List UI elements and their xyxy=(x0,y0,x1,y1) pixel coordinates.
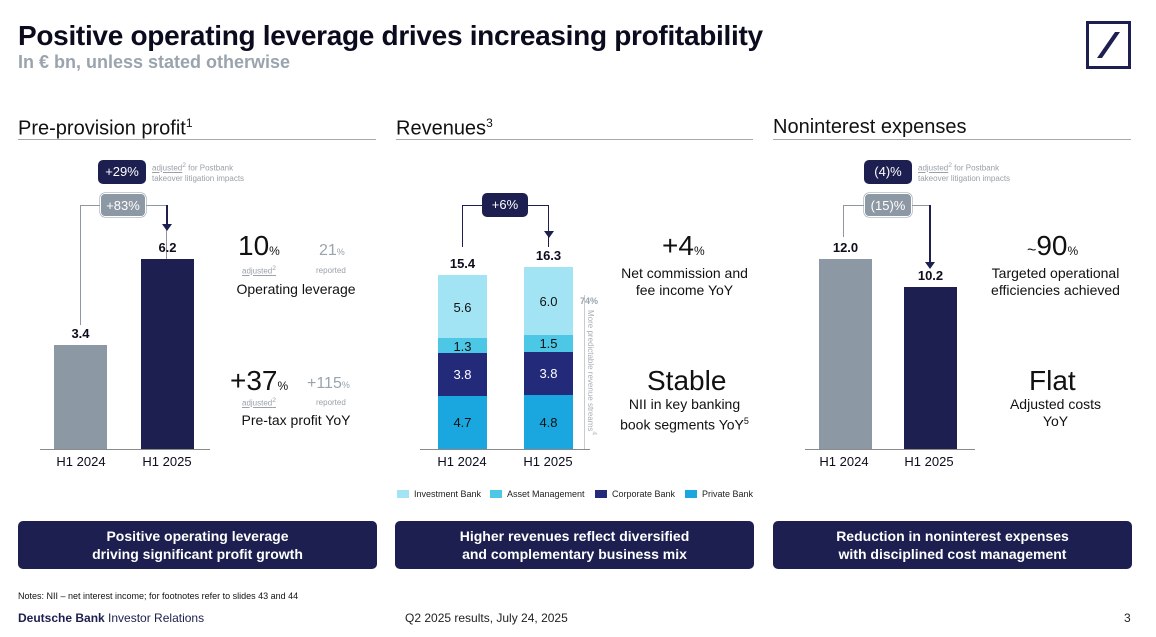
rev-axis xyxy=(420,449,590,450)
page-subtitle: In € bn, unless stated otherwise xyxy=(18,52,291,72)
page-number: 3 xyxy=(1124,611,1131,625)
rev-chart: 4.7 3.8 1.3 5.6 15.4 4.8 3.8 1.5 6.0 16.3 xyxy=(420,240,590,449)
ppp-adjusted-note: adjusted2 for Postbank takeover litigatio… xyxy=(152,162,245,183)
nie-reported-pill: (15)% xyxy=(864,193,912,217)
legend-investment-bank: Investment Bank xyxy=(397,489,481,499)
rev-seg-asset-management-h1-2024 xyxy=(438,338,487,353)
rev-rule xyxy=(396,139,753,140)
rev-seg-label-asset-management-h1-2024: 1.3 xyxy=(453,338,472,354)
nie-metric1-desc: Targeted operational efficiencies achieve… xyxy=(991,265,1120,298)
ppp-metric1-value: 10% xyxy=(238,230,280,261)
deutsche-bank-logo xyxy=(1086,21,1131,69)
ppp-arrow-line xyxy=(166,205,168,225)
nie-axis xyxy=(805,449,975,450)
ppp-summary-banner: Positive operating leverage driving signi… xyxy=(18,521,377,569)
legend-private-bank: Private Bank xyxy=(685,489,753,499)
rev-xlabel-h1-2025: H1 2025 xyxy=(523,454,573,469)
rev-metric2-value: Stable xyxy=(647,365,727,396)
nie-adjusted-pill: (4)% xyxy=(864,160,912,184)
rev-predictable-pct: 74% xyxy=(580,296,599,306)
ppp-value-label-h1-2025: 6.2 xyxy=(158,239,177,255)
rev-total-label-h1-2025: 16.3 xyxy=(535,248,562,264)
ppp-metric2-value: +37% xyxy=(230,365,289,396)
legend-swatch-investment-bank xyxy=(397,490,409,498)
nie-bar-h1-2025 xyxy=(904,287,957,449)
ppp-value-label-h1-2024: 3.4 xyxy=(71,325,90,341)
nie-adjusted-note: adjusted2 for Postbank takeover litigatio… xyxy=(918,162,1011,183)
rev-total-label-h1-2024: 15.4 xyxy=(449,256,476,272)
nie-summary-banner: Reduction in noninterest expenses with di… xyxy=(773,521,1132,569)
legend-swatch-private-bank xyxy=(685,490,697,498)
rev-summary-banner: Higher revenues reflect diversified and c… xyxy=(395,521,754,569)
legend-corporate-bank: Corporate Bank xyxy=(595,489,675,499)
nie-arrow-head xyxy=(925,262,935,269)
rev-seg-label-corporate-bank-h1-2024: 3.8 xyxy=(453,367,472,383)
rev-seg-label-investment-bank-h1-2025: 6.0 xyxy=(539,294,558,310)
nie-metric2-value: Flat xyxy=(1029,365,1076,396)
ppp-metric1-reported: 21% xyxy=(319,242,345,259)
rev-metric1-value: +4% xyxy=(662,230,705,261)
ppp-adjusted-pill: +29% xyxy=(98,160,146,184)
ppp-section-title: Pre-provision profit1 xyxy=(18,116,193,140)
rev-growth-pill: +6% xyxy=(482,193,528,217)
ppp-metric1-adj-label: adjusted2 xyxy=(242,265,276,276)
rev-seg-asset-management-h1-2025 xyxy=(524,334,573,352)
legend-swatch-asset-management xyxy=(490,490,502,498)
nie-value-label-h1-2024: 12.0 xyxy=(832,239,859,255)
rev-seg-private-bank-h1-2024 xyxy=(438,395,487,449)
ppp-reported-pill: +83% xyxy=(100,193,146,217)
nie-bar-h1-2024 xyxy=(819,258,872,449)
rev-predictable-text: More predictable revenue streams4 xyxy=(586,310,598,436)
ppp-metric1-reported-label: reported xyxy=(316,266,346,275)
nie-xlabel-h1-2024: H1 2024 xyxy=(819,454,869,469)
rev-seg-corporate-bank-h1-2024 xyxy=(438,352,487,396)
rev-seg-label-investment-bank-h1-2024: 5.6 xyxy=(453,299,472,315)
ppp-metric1-desc: Operating leverage xyxy=(236,281,356,297)
ppp-chart: 3.4 6.2 xyxy=(40,225,210,449)
rev-metric1-desc: Net commission and fee income YoY xyxy=(621,265,748,298)
ppp-axis xyxy=(40,449,210,450)
rev-metric2-desc: NII in key banking book segments YoY5 xyxy=(620,396,749,433)
nie-arrow-line xyxy=(929,205,931,263)
ppp-metric2-reported: +115% xyxy=(307,375,350,392)
rev-section-title: Revenues3 xyxy=(396,116,493,140)
ppp-bar-h1-2025 xyxy=(141,258,194,449)
nie-metric1-value: ~90% xyxy=(1027,230,1079,261)
rev-seg-label-corporate-bank-h1-2025: 3.8 xyxy=(539,366,558,382)
nie-metric2-desc: Adjusted costs YoY xyxy=(1009,396,1102,429)
ppp-rule xyxy=(18,139,376,140)
ppp-bar-h1-2024 xyxy=(54,344,107,449)
ppp-xlabel-h1-2024: H1 2024 xyxy=(56,454,106,469)
nie-section-title: Noninterest expenses xyxy=(773,116,967,138)
rev-xlabel-h1-2024: H1 2024 xyxy=(437,454,487,469)
rev-seg-corporate-bank-h1-2025 xyxy=(524,351,573,395)
legend-swatch-corporate-bank xyxy=(595,490,607,498)
ppp-xlabel-h1-2025: H1 2025 xyxy=(142,454,192,469)
page-title: Positive operating leverage drives incre… xyxy=(18,20,763,51)
nie-rule xyxy=(773,139,1131,140)
rev-arrow-head xyxy=(544,231,554,238)
rev-seg-investment-bank-h1-2024 xyxy=(438,275,487,339)
rev-seg-label-private-bank-h1-2024: 4.7 xyxy=(453,415,472,431)
footer-date: Q2 2025 results, July 24, 2025 xyxy=(405,611,568,625)
ppp-metric2-desc: Pre-tax profit YoY xyxy=(241,412,351,428)
rev-bracket xyxy=(584,295,594,449)
ppp-arrow-head xyxy=(162,224,172,231)
rev-seg-private-bank-h1-2025 xyxy=(524,394,573,449)
legend-asset-management: Asset Management xyxy=(490,489,585,499)
ppp-metric2-adj-label: adjusted2 xyxy=(242,397,276,408)
nie-chart: 12.0 10.2 xyxy=(805,230,975,449)
rev-seg-label-private-bank-h1-2025: 4.8 xyxy=(539,414,558,430)
rev-seg-label-asset-management-h1-2025: 1.5 xyxy=(539,336,558,352)
nie-xlabel-h1-2025: H1 2025 xyxy=(904,454,954,469)
footnote: Notes: NII – net interest income; for fo… xyxy=(18,591,299,601)
rev-seg-investment-bank-h1-2025 xyxy=(524,267,573,335)
ppp-metric2-reported-label: reported xyxy=(316,398,346,407)
nie-value-label-h1-2025: 10.2 xyxy=(917,268,944,284)
footer-brand: Deutsche Bank Investor Relations xyxy=(18,611,205,625)
